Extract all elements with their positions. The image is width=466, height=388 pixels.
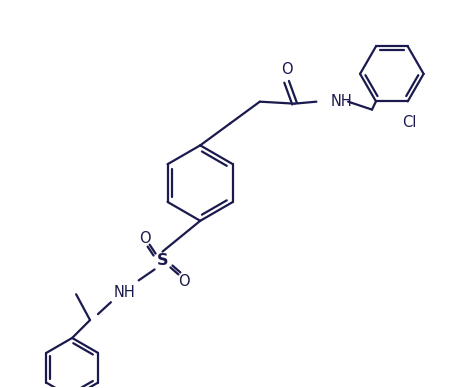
Text: O: O bbox=[178, 274, 190, 289]
Text: NH: NH bbox=[330, 94, 352, 109]
Text: O: O bbox=[139, 231, 151, 246]
Text: O: O bbox=[281, 62, 293, 77]
Text: Cl: Cl bbox=[403, 115, 417, 130]
Text: S: S bbox=[157, 253, 168, 268]
Text: NH: NH bbox=[114, 285, 136, 300]
